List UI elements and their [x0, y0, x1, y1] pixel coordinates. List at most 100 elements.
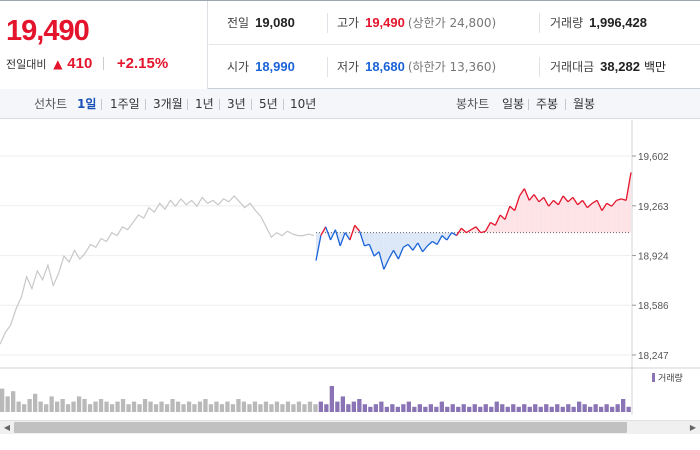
volume-bar [456, 406, 461, 412]
area-fill-segment [572, 197, 578, 233]
volume-bar [252, 401, 258, 412]
today-line-segment [621, 198, 627, 201]
volume-bar [384, 406, 389, 412]
area-fill-segment [587, 203, 593, 233]
tab-5-years[interactable]: 5년 [259, 97, 278, 111]
today-line-segment [616, 198, 622, 201]
volume-bar [170, 399, 175, 412]
volume-bar [478, 406, 483, 412]
area-fill-segment [601, 203, 607, 233]
today-line-segment [431, 240, 438, 245]
volume-stat: 거래량 1,996,428 [550, 1, 647, 45]
volume-bar [186, 401, 192, 412]
volume-bar [219, 404, 225, 412]
tab-3-years[interactable]: 3년 [227, 97, 246, 111]
volume-bar [109, 404, 115, 412]
volume-bar [340, 396, 345, 412]
volume-bar [412, 406, 417, 412]
area-fill-segment [563, 195, 568, 233]
volume-bar [494, 401, 499, 412]
today-line-segment [586, 202, 593, 209]
change-amount: 410 [67, 55, 93, 72]
today-line-segment [339, 232, 346, 247]
volume-bar [516, 406, 521, 412]
area-fill-segment [606, 203, 612, 233]
today-line-segment [625, 172, 632, 201]
tab-10-years[interactable]: 10년 [290, 97, 317, 111]
tab-divider [528, 99, 529, 110]
intraday-chart[interactable]: 19,602 19,263 18,924 18,586 18,247 거래량 [0, 120, 700, 415]
high-label: 고가 [337, 16, 360, 30]
volume-bar [445, 406, 450, 412]
volume-bar [390, 404, 395, 412]
area-fill-segment [611, 200, 617, 233]
y-tick-label: 18,924 [638, 252, 669, 263]
area-fill-segment [398, 232, 404, 260]
volume-bar [203, 399, 208, 412]
today-line-segment [518, 188, 525, 197]
today-line-segment [422, 245, 428, 253]
volume-bar [511, 404, 516, 412]
volume-bar [236, 399, 241, 412]
area-fill-segment [568, 197, 573, 233]
volume-legend-swatch [652, 373, 655, 382]
area-fill-segment [592, 200, 598, 233]
scroll-thumb[interactable] [14, 422, 627, 433]
today-line-segment [591, 199, 598, 204]
chart-scrollbar[interactable]: ◀ ▶ [0, 420, 700, 434]
volume-bar [159, 401, 164, 412]
today-line-segment [344, 232, 351, 241]
area-fill-segment [621, 198, 627, 233]
tab-monthly-candle[interactable]: 월봉 [573, 97, 596, 111]
tab-1-week[interactable]: 1주일 [110, 97, 140, 111]
chart-canvas[interactable]: 19,602 19,263 18,924 18,586 18,247 거래량 [0, 120, 700, 415]
volume-bar [593, 404, 598, 412]
volume-bar [483, 404, 488, 412]
volume-bar [401, 404, 406, 412]
today-line-segment [606, 202, 612, 207]
upper-limit: (상한가 24,800) [407, 16, 497, 30]
tab-daily-candle[interactable]: 일봉 [502, 97, 525, 111]
triangle-left-icon[interactable]: ◀ [3, 423, 11, 432]
volume-bar [505, 406, 510, 412]
volume-bar [318, 401, 323, 412]
volume-bar [120, 399, 126, 412]
tab-3-months[interactable]: 3개월 [153, 97, 183, 111]
today-line-segment [417, 242, 424, 253]
volume-bar [604, 404, 609, 412]
volume-bar [76, 396, 82, 412]
area-fill-segment [577, 200, 583, 233]
low-label: 저가 [337, 60, 360, 74]
volume-bar [214, 401, 219, 412]
volume-bar [362, 404, 367, 412]
triangle-right-icon[interactable]: ▶ [689, 423, 697, 432]
today-line-segment [480, 230, 486, 234]
open-label: 시가 [227, 60, 250, 74]
today-line-segment [485, 222, 492, 232]
volume-bar [428, 404, 433, 412]
volume-bar [153, 404, 159, 412]
volume-bar [379, 401, 384, 412]
volume-bar [11, 391, 16, 412]
area-fill-segment [538, 197, 544, 233]
today-line-segment [455, 227, 462, 236]
area-fill-segment [417, 232, 423, 252]
today-line-segment [373, 251, 380, 257]
tab-weekly-candle[interactable]: 주봉 [536, 97, 559, 111]
today-line-segment [567, 196, 574, 203]
today-line-segment [364, 243, 370, 247]
today-line-segment [538, 196, 545, 203]
volume-bar [65, 404, 71, 412]
volume-bar [461, 404, 466, 412]
tab-1-year[interactable]: 1년 [195, 97, 214, 111]
volume-bar [197, 401, 203, 412]
area-fill-segment [509, 206, 515, 233]
plot-background [0, 120, 632, 415]
today-line-segment [383, 258, 390, 270]
tab-1-day[interactable]: 1일 [77, 97, 97, 111]
area-fill-segment [534, 194, 539, 233]
volume-bar [373, 404, 378, 412]
today-line-segment [412, 242, 419, 251]
today-line-segment [557, 195, 564, 206]
area-fill-segment [524, 188, 530, 233]
